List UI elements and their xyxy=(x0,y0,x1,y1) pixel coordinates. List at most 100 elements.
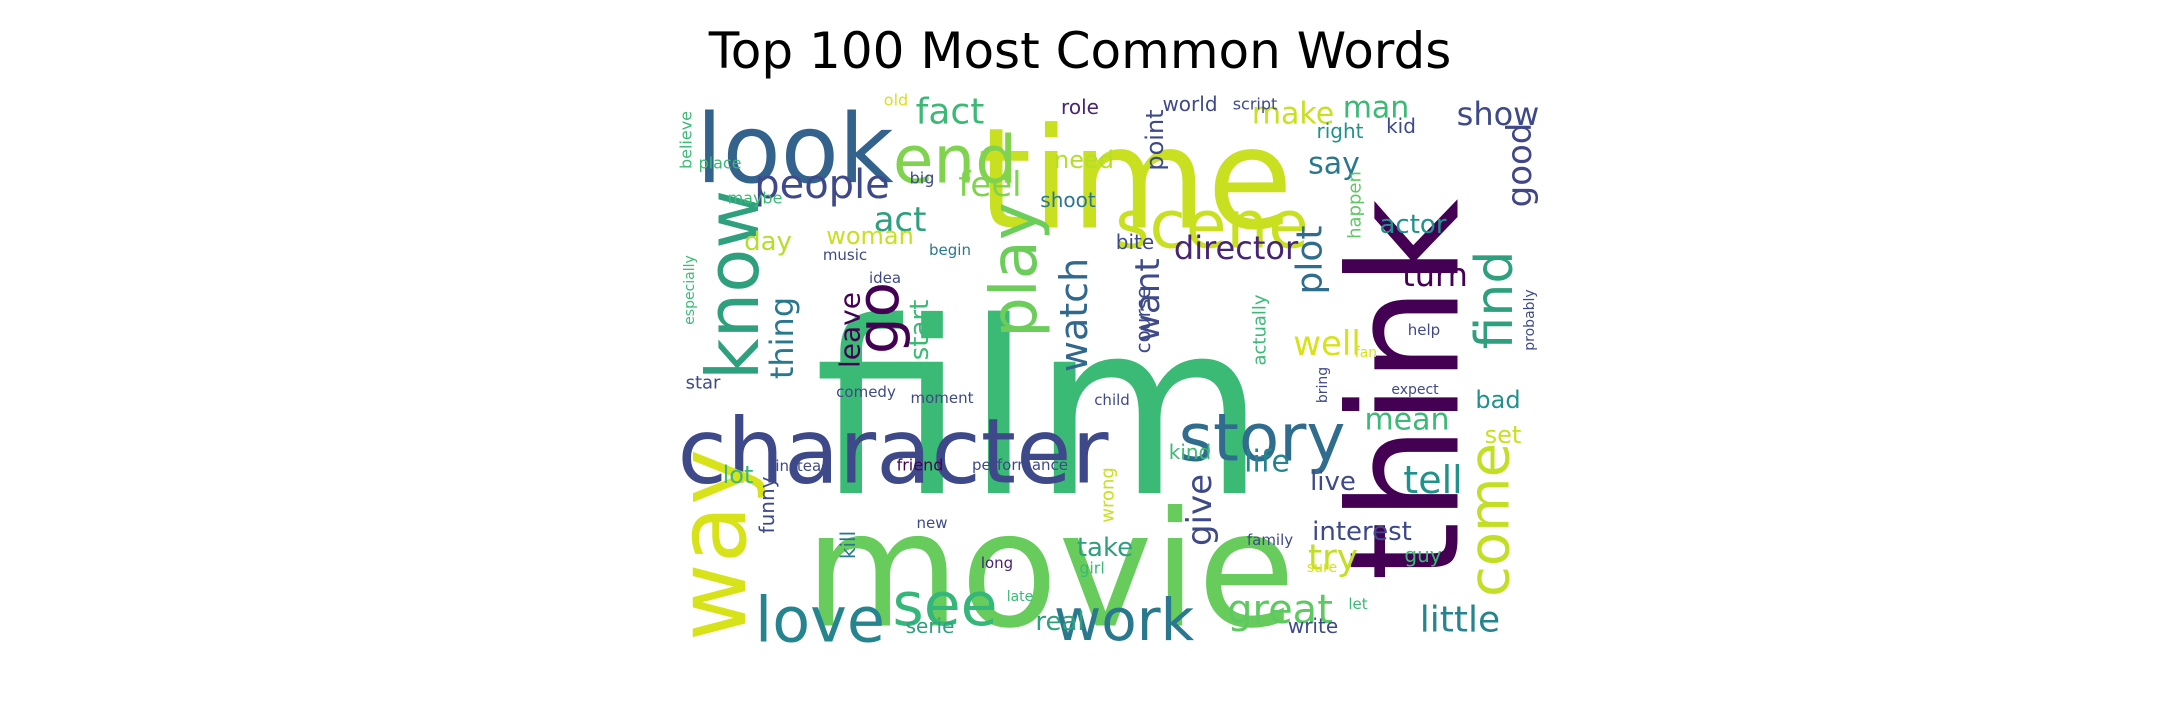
word-let: let xyxy=(1348,595,1367,613)
word-script: script xyxy=(1233,95,1278,114)
word-happen: happen xyxy=(1345,171,1366,239)
word-help: help xyxy=(1408,321,1440,339)
word-instead: instead xyxy=(775,457,830,475)
word-friend: friend xyxy=(897,456,944,475)
word-feel: feel xyxy=(958,165,1021,205)
word-story: story xyxy=(1179,400,1346,477)
chart-title: Top 100 Most Common Words xyxy=(708,22,1452,80)
word-performance: performance xyxy=(972,456,1068,474)
word-come: come xyxy=(1458,443,1523,597)
word-want: want xyxy=(1128,258,1168,342)
word-guy: guy xyxy=(1404,543,1441,567)
word-kid: kid xyxy=(1386,114,1416,138)
word-course: course xyxy=(1131,287,1155,354)
word-fan: fan xyxy=(1355,345,1377,361)
word-moment: moment xyxy=(910,389,973,407)
word-old: old xyxy=(884,91,908,110)
word-man: man xyxy=(1343,91,1410,126)
word-begin: begin xyxy=(929,241,971,259)
word-late: late xyxy=(1007,589,1034,605)
word-girl: girl xyxy=(1079,559,1105,578)
word-long: long xyxy=(981,554,1013,572)
word-love: love xyxy=(755,584,885,657)
word-expect: expect xyxy=(1391,382,1439,398)
word-kind: kind xyxy=(1169,440,1212,464)
word-set: set xyxy=(1485,421,1522,449)
word-see: see xyxy=(892,570,997,640)
word-film: film xyxy=(814,270,1266,550)
word-big: big xyxy=(910,169,935,188)
word-way: way xyxy=(658,449,768,641)
word-comedy: comedy xyxy=(836,383,896,401)
word-world: world xyxy=(1162,92,1217,116)
word-thing: thing xyxy=(763,297,801,379)
word-maybe: maybe xyxy=(728,189,783,208)
word-wrong: wrong xyxy=(1098,467,1119,523)
word-director: director xyxy=(1174,229,1299,267)
word-say: say xyxy=(1308,147,1360,182)
word-family: family xyxy=(1247,531,1293,549)
word-time: time xyxy=(977,99,1293,262)
word-think: think xyxy=(1317,199,1494,582)
word-character: character xyxy=(678,400,1109,505)
word-people: people xyxy=(754,162,890,208)
word-go: go xyxy=(844,282,912,354)
word-child: child xyxy=(1094,391,1130,409)
word-right: right xyxy=(1317,119,1364,143)
word-fact: fact xyxy=(916,92,985,133)
word-little: little xyxy=(1420,600,1500,641)
word-work: work xyxy=(1054,586,1195,654)
word-especially: especially xyxy=(682,255,698,325)
word-end: end xyxy=(893,122,1017,199)
word-make: make xyxy=(1252,97,1334,132)
word-new: new xyxy=(916,514,947,532)
word-place: place xyxy=(698,154,741,173)
word-give: give xyxy=(1180,474,1220,546)
word-actually: actually xyxy=(1250,294,1271,365)
word-idea: idea xyxy=(869,269,901,287)
word-watch: watch xyxy=(1052,258,1096,372)
word-tell: tell xyxy=(1403,458,1462,502)
word-day: day xyxy=(744,227,792,257)
word-bring: bring xyxy=(1315,367,1331,403)
word-role: role xyxy=(1061,95,1099,119)
word-well: well xyxy=(1293,324,1361,364)
word-actor: actor xyxy=(1379,210,1446,240)
word-plot: plot xyxy=(1290,226,1331,295)
word-real: real xyxy=(1035,607,1084,637)
word-leave: leave xyxy=(834,292,867,368)
word-life: life xyxy=(1244,445,1290,480)
word-mean: mean xyxy=(1364,403,1449,438)
word-funny: funny xyxy=(755,476,779,533)
word-start: start xyxy=(905,300,935,361)
word-act: act xyxy=(874,200,927,240)
word-movie: movie xyxy=(804,477,1295,664)
word-know: know xyxy=(691,190,775,380)
word-believe: believe xyxy=(677,111,696,169)
word-show: show xyxy=(1457,95,1540,133)
word-find: find xyxy=(1465,251,1525,350)
word-interest: interest xyxy=(1312,517,1412,547)
word-woman: woman xyxy=(826,222,914,250)
word-play: play xyxy=(978,202,1052,338)
word-need: need xyxy=(1054,146,1114,174)
word-turn: turn xyxy=(1402,256,1468,294)
word-live: live xyxy=(1310,467,1356,497)
word-bite: bite xyxy=(1116,230,1154,254)
word-take: take xyxy=(1077,533,1133,563)
word-probably: probably xyxy=(1522,289,1538,350)
word-star: star xyxy=(686,373,721,394)
word-scene: scene xyxy=(1115,187,1309,264)
word-look: look xyxy=(696,95,894,205)
word-music: music xyxy=(823,246,867,264)
word-write: write xyxy=(1288,614,1338,638)
word-serie: serie xyxy=(906,614,955,638)
word-sure: sure xyxy=(1307,560,1337,576)
word-lot: lot xyxy=(723,461,754,489)
word-point: point xyxy=(1141,109,1169,170)
word-try: try xyxy=(1308,538,1358,579)
word-great: great xyxy=(1227,587,1333,633)
word-good: good xyxy=(1500,123,1540,208)
word-bad: bad xyxy=(1475,386,1520,414)
